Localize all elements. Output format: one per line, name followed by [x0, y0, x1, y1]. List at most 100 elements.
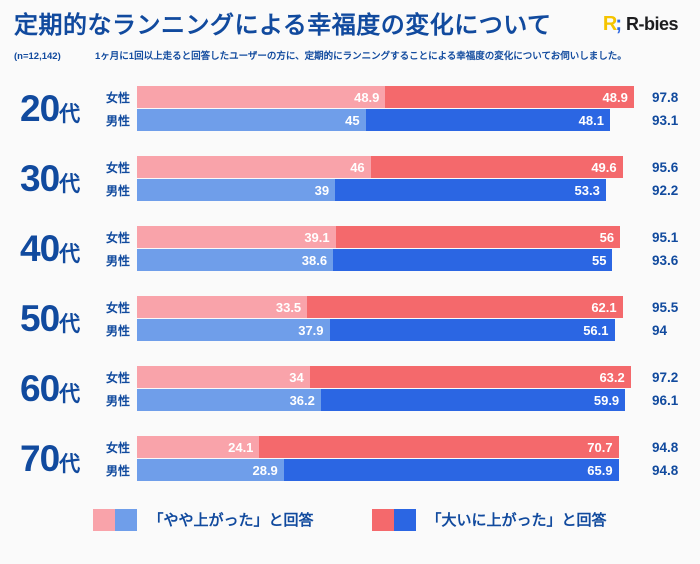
bar-rows: 女性 33.5 62.1 95.5 男性 37.9 56.1 94 — [106, 296, 686, 342]
bar-row-male: 男性 45 48.1 93.1 — [106, 109, 686, 132]
age-suffix: 代 — [59, 103, 81, 127]
subtitle-row: (n=12,142) 1ヶ月に1回以上走ると回答したユーザーの方に、定期的にラン… — [14, 51, 686, 62]
bar-track: 39 53.3 — [137, 179, 645, 202]
bar-segment-somewhat: 36.2 — [137, 389, 321, 412]
bar-segment-greatly: 55 — [333, 249, 613, 272]
age-label: 40代 — [14, 228, 106, 270]
logo-wordmark: R-bies — [625, 14, 679, 34]
bar-row-female: 女性 39.1 56 95.1 — [106, 226, 686, 249]
total-value: 95.5 — [652, 299, 679, 315]
legend-swatches-greatly — [371, 508, 416, 531]
bar-segment-greatly: 70.7 — [259, 436, 619, 459]
bar-segment-greatly: 53.3 — [335, 179, 606, 202]
segment-value: 36.2 — [289, 392, 315, 408]
bar-segment-greatly: 56.1 — [329, 319, 615, 342]
bar-track: 45 48.1 — [137, 109, 645, 132]
age-number: 30 — [20, 158, 60, 200]
bar-row-female: 女性 24.1 70.7 94.8 — [106, 436, 686, 459]
age-label: 50代 — [14, 298, 106, 340]
bar-rows: 女性 24.1 70.7 94.8 男性 28.9 65.9 94.8 — [106, 436, 686, 482]
age-suffix: 代 — [59, 243, 81, 267]
bar-track: 34 63.2 — [137, 366, 645, 389]
gender-label: 男性 — [106, 253, 131, 268]
bar-track: 28.9 65.9 — [137, 459, 645, 482]
legend-swatch-blue-light — [115, 508, 138, 531]
age-group-60s: 60代 女性 34 63.2 97.2 男性 36.2 59.9 96.1 — [14, 366, 686, 412]
segment-value: 65.9 — [587, 462, 613, 478]
age-group-50s: 50代 女性 33.5 62.1 95.5 男性 37.9 56.1 94 — [14, 296, 686, 342]
age-suffix: 代 — [59, 173, 81, 197]
age-number: 50 — [20, 298, 60, 340]
age-group-40s: 40代 女性 39.1 56 95.1 男性 38.6 55 93.6 — [14, 226, 686, 272]
segment-value: 48.9 — [354, 89, 380, 105]
legend-swatch-pink-dark — [371, 508, 394, 531]
bar-segment-somewhat: 46 — [137, 156, 371, 179]
segment-value: 70.7 — [587, 439, 613, 455]
total-value: 94.8 — [652, 462, 679, 478]
bar-segment-somewhat: 39.1 — [137, 226, 336, 249]
bar-track: 24.1 70.7 — [137, 436, 645, 459]
age-group-70s: 70代 女性 24.1 70.7 94.8 男性 28.9 65.9 94.8 — [14, 436, 686, 482]
segment-value: 63.2 — [599, 369, 625, 385]
r-bies-logo: R; R-bies — [603, 14, 686, 34]
age-number: 20 — [20, 88, 60, 130]
segment-value: 48.9 — [602, 89, 628, 105]
logo-r-icon: R; — [602, 13, 622, 35]
age-group-20s: 20代 女性 48.9 48.9 97.8 男性 45 48.1 93.1 — [14, 86, 686, 132]
segment-value: 59.9 — [593, 392, 620, 408]
gender-label: 男性 — [106, 323, 131, 338]
bar-row-female: 女性 34 63.2 97.2 — [106, 366, 686, 389]
bar-segment-somewhat: 33.5 — [137, 296, 308, 319]
bar-row-male: 男性 36.2 59.9 96.1 — [106, 389, 686, 412]
gender-label: 女性 — [106, 300, 131, 315]
logo-blue-accent: ; — [615, 13, 622, 35]
page-title: 定期的なランニングによる幸福度の変化について — [14, 12, 552, 39]
total-value: 95.1 — [652, 229, 679, 245]
segment-value: 39.1 — [304, 229, 330, 245]
bar-track: 37.9 56.1 — [137, 319, 645, 342]
bar-segment-greatly: 62.1 — [307, 296, 623, 319]
total-value: 94.8 — [652, 439, 679, 455]
gender-label: 男性 — [106, 463, 131, 478]
age-number: 60 — [20, 368, 60, 410]
legend: 「やや上がった」と回答 「大いに上がった」と回答 — [14, 508, 686, 531]
total-value: 93.6 — [652, 252, 679, 268]
bar-track: 46 49.6 — [137, 156, 645, 179]
age-suffix: 代 — [59, 383, 81, 407]
bar-segment-somewhat: 48.9 — [137, 86, 386, 109]
bar-row-female: 女性 46 49.6 95.6 — [106, 156, 686, 179]
gender-label: 男性 — [106, 113, 131, 128]
bar-segment-somewhat: 45 — [137, 109, 366, 132]
legend-swatch-pink-light — [93, 508, 116, 531]
bar-rows: 女性 46 49.6 95.6 男性 39 53.3 92.2 — [106, 156, 686, 202]
gender-label: 男性 — [106, 183, 131, 198]
total-value: 97.2 — [652, 369, 679, 385]
total-value: 97.8 — [652, 89, 679, 105]
legend-item-somewhat: 「やや上がった」と回答 — [93, 508, 314, 531]
gender-label: 女性 — [106, 230, 131, 245]
segment-value: 45 — [345, 112, 360, 128]
bar-track: 48.9 48.9 — [137, 86, 645, 109]
bar-segment-greatly: 48.1 — [365, 109, 610, 132]
segment-value: 24.1 — [228, 439, 254, 455]
bar-row-male: 男性 37.9 56.1 94 — [106, 319, 686, 342]
segment-value: 56.1 — [583, 322, 609, 338]
segment-value: 48.1 — [578, 112, 604, 128]
segment-value: 53.3 — [574, 182, 600, 198]
bar-segment-somewhat: 28.9 — [137, 459, 284, 482]
legend-label-greatly: 「大いに上がった」と回答 — [426, 512, 607, 530]
bar-segment-greatly: 63.2 — [309, 366, 631, 389]
total-value: 93.1 — [652, 112, 679, 128]
gender-label: 女性 — [106, 160, 131, 175]
bar-rows: 女性 48.9 48.9 97.8 男性 45 48.1 93.1 — [106, 86, 686, 132]
header: 定期的なランニングによる幸福度の変化について R; R-bies — [14, 10, 686, 40]
segment-value: 37.9 — [298, 322, 324, 338]
age-number: 40 — [20, 228, 60, 270]
gender-label: 女性 — [106, 370, 131, 385]
bar-segment-greatly: 56 — [335, 226, 621, 249]
age-suffix: 代 — [59, 313, 81, 337]
bar-row-male: 男性 39 53.3 92.2 — [106, 179, 686, 202]
total-value: 96.1 — [652, 392, 679, 408]
gender-label: 男性 — [106, 393, 131, 408]
